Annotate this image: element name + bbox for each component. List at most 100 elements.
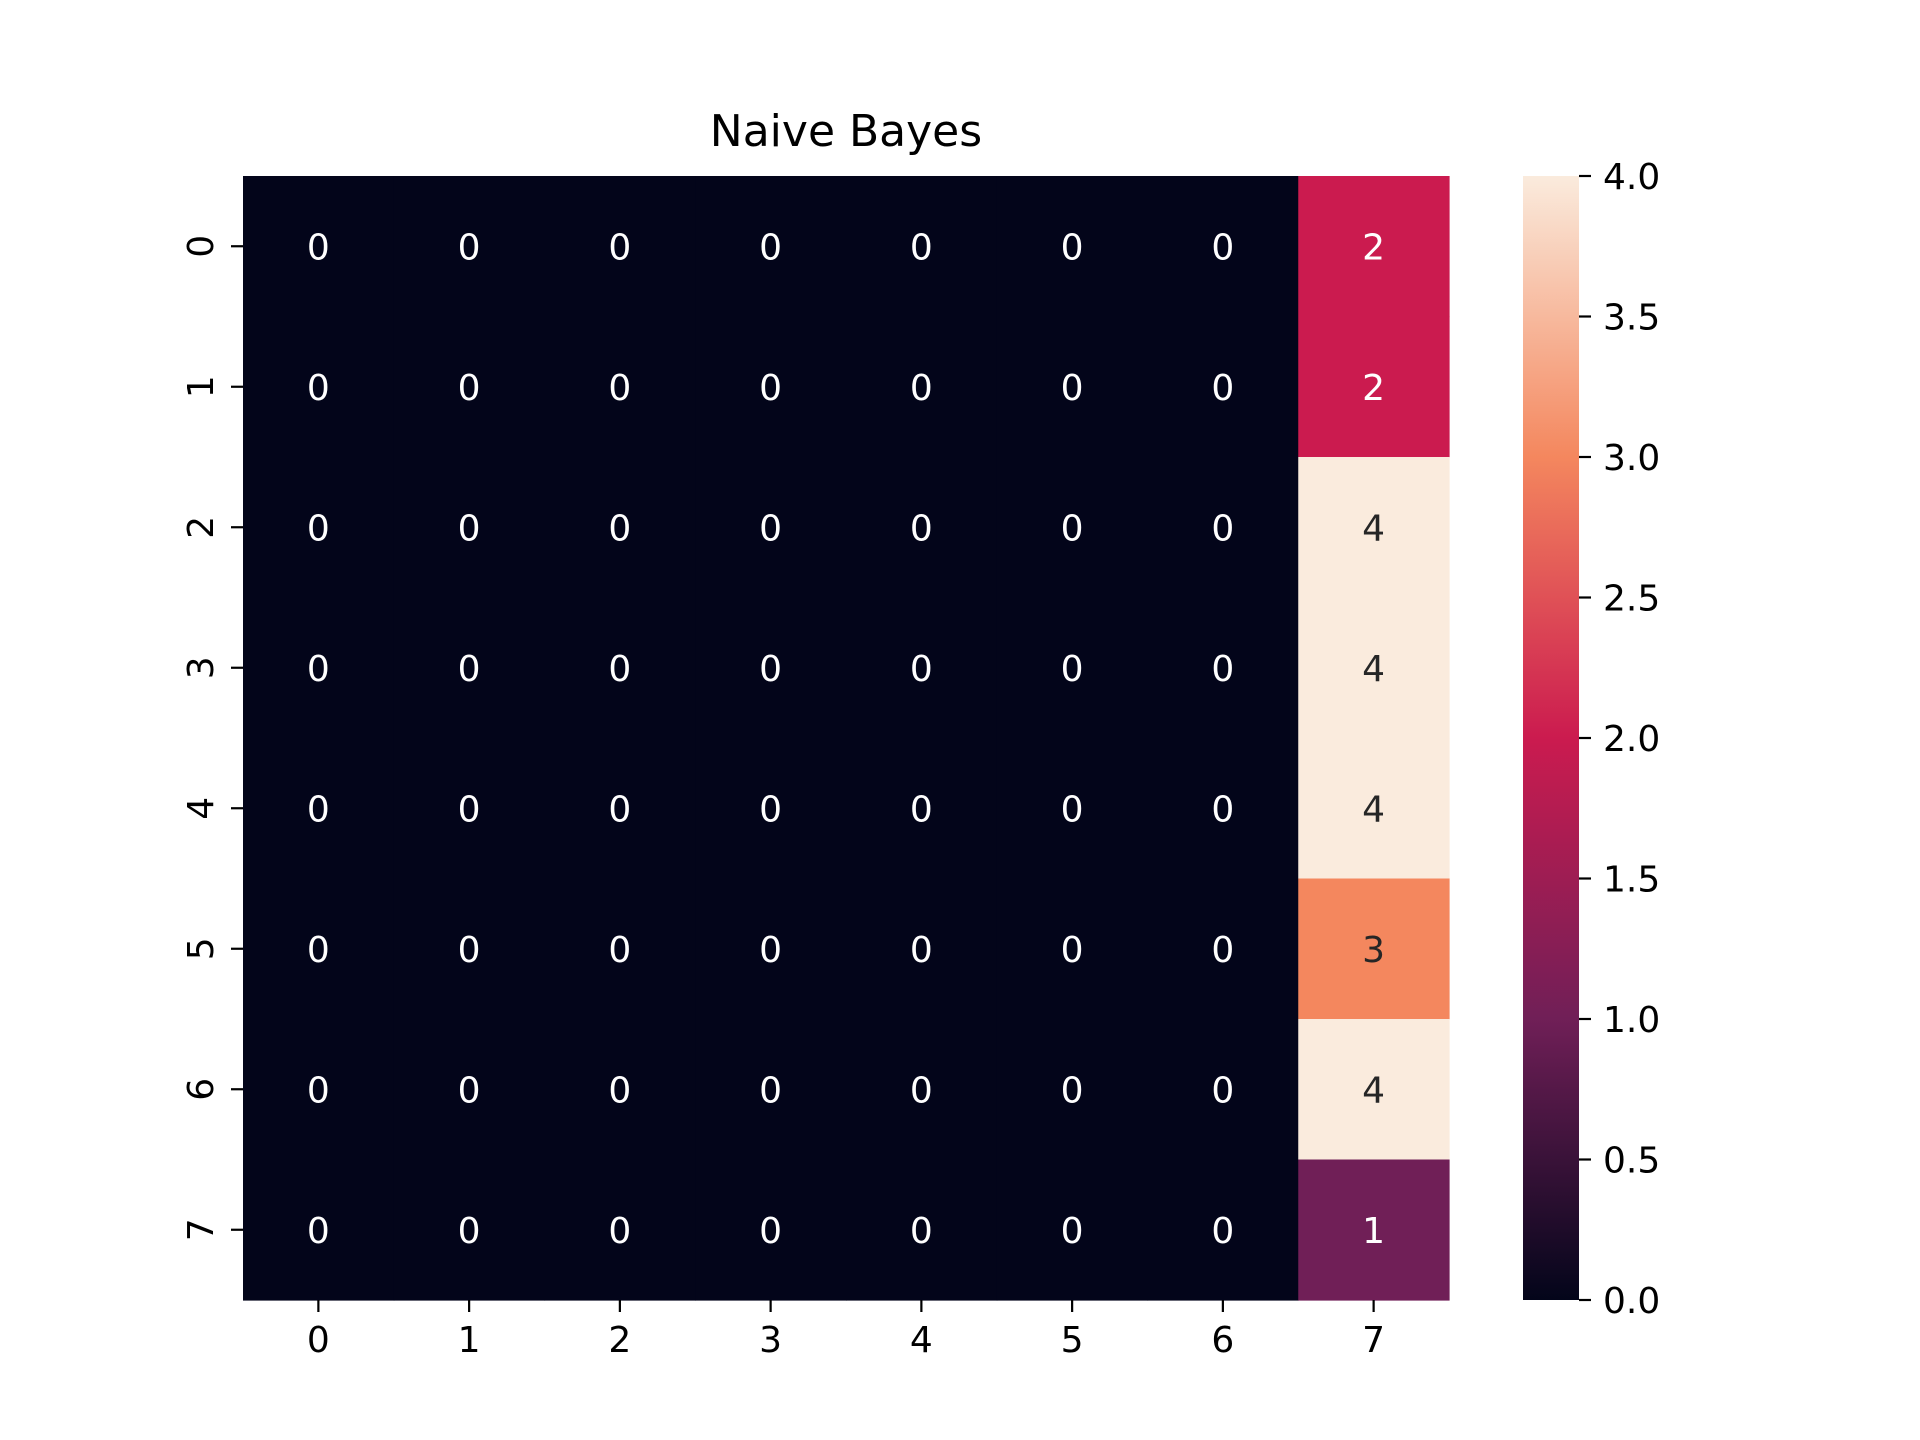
cell-value-label: 0	[458, 1211, 481, 1252]
heatmap-cell	[695, 457, 847, 599]
cell-value-label: 0	[307, 508, 330, 549]
heatmap-cell	[544, 738, 696, 880]
heatmap-cell	[846, 597, 998, 739]
cell-value-label: 0	[759, 930, 782, 971]
heatmap-cell	[1298, 738, 1450, 880]
y-tick-label: 3	[181, 656, 222, 679]
heatmap-cell	[544, 316, 696, 458]
colorbar-tick-label: 1.5	[1603, 860, 1660, 901]
x-tick-label: 0	[307, 1320, 330, 1361]
y-tick-label: 7	[181, 1218, 222, 1241]
colorbar-tick-label: 0.5	[1603, 1141, 1660, 1182]
colorbar-tick-label: 2.5	[1603, 579, 1660, 620]
cell-value-label: 0	[608, 1211, 631, 1252]
colorbar-tick-label: 0.0	[1603, 1281, 1660, 1322]
cell-value-label: 0	[458, 1070, 481, 1111]
cell-value-label: 1	[1362, 1211, 1385, 1252]
colorbar-tick-label: 3.0	[1603, 438, 1660, 479]
colorbar-tick-label: 2.0	[1603, 719, 1660, 760]
y-tick-label: 5	[181, 937, 222, 960]
cell-value-label: 0	[1211, 368, 1234, 409]
heatmap-cell	[1147, 878, 1299, 1020]
cell-value-label: 0	[307, 1211, 330, 1252]
y-tick-label: 6	[181, 1078, 222, 1101]
cell-value-label: 4	[1362, 789, 1385, 830]
cell-value-label: 2	[1362, 227, 1385, 268]
heatmap-cell	[846, 1159, 998, 1301]
heatmap-cell	[695, 316, 847, 458]
cell-value-label: 0	[307, 368, 330, 409]
cell-value-label: 0	[759, 508, 782, 549]
heatmap-cell	[243, 597, 395, 739]
heatmap-cell	[846, 176, 998, 318]
heatmap-cell	[544, 457, 696, 599]
heatmap-cell	[846, 1019, 998, 1161]
heatmap-cell	[846, 878, 998, 1020]
heatmap-cell	[996, 878, 1149, 1020]
cell-value-label: 0	[1211, 508, 1234, 549]
cell-value-label: 0	[910, 649, 933, 690]
cell-value-label: 0	[307, 227, 330, 268]
cell-value-label: 0	[910, 1211, 933, 1252]
heatmap-cell	[393, 457, 546, 599]
cell-value-label: 0	[608, 508, 631, 549]
heatmap-cell	[846, 457, 998, 599]
cell-value-label: 0	[910, 508, 933, 549]
heatmap-cell	[393, 176, 546, 318]
x-tick-label: 3	[759, 1320, 782, 1361]
cell-value-label: 0	[759, 227, 782, 268]
cell-value-label: 0	[759, 1070, 782, 1111]
cell-value-label: 0	[458, 789, 481, 830]
heatmap-cell	[1147, 457, 1299, 599]
cell-value-label: 0	[608, 649, 631, 690]
heatmap-cell	[243, 878, 395, 1020]
x-tick-label: 2	[608, 1320, 631, 1361]
heatmap-cell	[846, 316, 998, 458]
cell-value-label: 0	[1061, 227, 1084, 268]
colorbar: 0.0 0.5 1.0 1.5 2.0 2.5 3.0 3.5 4.0	[1523, 157, 1660, 1322]
heatmap-cell	[695, 878, 847, 1020]
y-tick-label: 4	[181, 797, 222, 820]
cell-value-label: 0	[307, 789, 330, 830]
heatmap-cell	[1298, 176, 1450, 318]
cell-value-label: 0	[910, 930, 933, 971]
y-tick-label: 0	[181, 235, 222, 258]
cell-value-label: 0	[458, 368, 481, 409]
heatmap-cell	[695, 597, 847, 739]
cell-value-label: 0	[910, 1070, 933, 1111]
heatmap-cell	[1298, 1159, 1450, 1301]
cell-value-label: 4	[1362, 1070, 1385, 1111]
heatmap-cell	[1298, 457, 1450, 599]
heatmap-cell	[1147, 597, 1299, 739]
heatmap-cell	[544, 176, 696, 318]
heatmap-cell	[544, 878, 696, 1020]
heatmap-cell	[1147, 1019, 1299, 1161]
heatmap-cell	[846, 738, 998, 880]
heatmap-cell	[695, 738, 847, 880]
x-tick-label: 5	[1061, 1320, 1084, 1361]
cell-value-label: 4	[1362, 508, 1385, 549]
heatmap-cell	[544, 1159, 696, 1301]
heatmap-cell	[695, 1019, 847, 1161]
cell-value-label: 0	[910, 227, 933, 268]
heatmap-cell	[393, 1159, 546, 1301]
x-tick-label: 1	[458, 1320, 481, 1361]
heatmap-cell	[1298, 316, 1450, 458]
heatmap-cell	[1147, 316, 1299, 458]
heatmap-cell	[243, 457, 395, 599]
x-axis: 0 1 2 3 4 5 6 7	[307, 1300, 1385, 1361]
cell-value-label: 0	[1061, 649, 1084, 690]
heatmap-cell	[1147, 738, 1299, 880]
heatmap-cell	[1298, 878, 1450, 1020]
heatmap-cell-labels: 0 0 0 0 0 0 0 2 0 0 0 0 0 0 0 2 0 0 0 0 0 0 0 4 0 0 0 0 0 0 0 4 0 0 0 0 0 0 0 4…	[307, 227, 1385, 1252]
cell-value-label: 0	[1211, 1211, 1234, 1252]
heatmap-cell	[544, 597, 696, 739]
cell-value-label: 4	[1362, 649, 1385, 690]
cell-value-label: 0	[458, 930, 481, 971]
colorbar-tick-label: 3.5	[1603, 298, 1660, 339]
heatmap-cell	[1147, 1159, 1299, 1301]
cell-value-label: 0	[608, 930, 631, 971]
cell-value-label: 0	[1061, 508, 1084, 549]
heatmap-cell	[996, 597, 1149, 739]
